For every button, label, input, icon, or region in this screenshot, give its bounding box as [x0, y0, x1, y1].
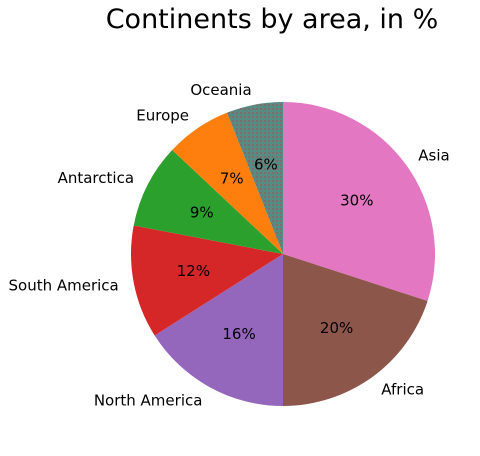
category-labels: Asia Africa North America South America Anta…	[9, 81, 450, 410]
category-label-asia: Asia	[418, 147, 449, 165]
percent-label-europe: 7%	[220, 170, 244, 188]
chart-title: Continents by area, in %	[106, 4, 439, 35]
category-label-europe: Europe	[136, 107, 189, 125]
pie-slice-oceania	[227, 102, 283, 254]
percent-label-north-america: 16%	[222, 325, 255, 343]
pie-slices	[131, 102, 435, 406]
pie-slice-africa	[283, 254, 428, 406]
percent-label-asia: 30%	[340, 191, 373, 209]
percent-labels: 30% 20% 16% 12% 9% 7% 6%	[177, 155, 374, 343]
category-label-south-america: South America	[9, 276, 119, 294]
category-label-oceania: Oceania	[190, 81, 251, 99]
pie-slice-antarctica	[133, 149, 283, 254]
pie-slice-south-america	[131, 225, 283, 336]
pie-slice-north-america	[154, 254, 283, 406]
percent-label-south-america: 12%	[177, 262, 210, 280]
category-label-africa: Africa	[381, 380, 424, 398]
category-label-antarctica: Antarctica	[58, 169, 134, 187]
percent-label-antarctica: 9%	[190, 204, 214, 222]
pie-slice-europe	[172, 112, 283, 254]
category-label-north-america: North America	[94, 392, 203, 410]
percent-label-africa: 20%	[320, 319, 353, 337]
percent-label-oceania: 6%	[254, 155, 278, 173]
pie-slice-asia	[283, 102, 435, 301]
